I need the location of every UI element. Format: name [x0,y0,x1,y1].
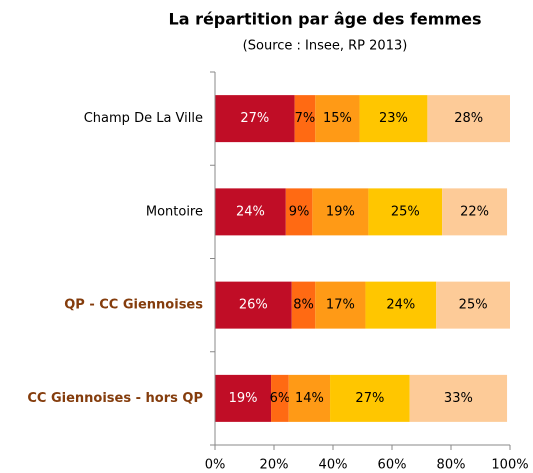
bar-segment [294,95,316,143]
data-label: 27% [355,391,384,406]
data-label: 33% [444,391,473,406]
data-label: 23% [379,111,408,126]
data-label: 14% [295,391,324,406]
bar-segment [215,95,295,143]
bar-segment [315,95,360,143]
chart-title: La répartition par âge des femmes [169,10,482,29]
bar-segment [215,188,286,236]
bar-segment [359,95,428,143]
bar-segment [312,188,369,236]
bar-segment [291,281,316,329]
x-tick-label: 40% [319,458,348,473]
bar-segment [271,374,289,422]
data-label: 19% [229,391,258,406]
data-label: 25% [391,204,420,219]
category-label: Montoire [146,204,203,219]
bar-segment [215,281,292,329]
data-label: 17% [326,298,355,313]
bar-segment [330,374,410,422]
x-tick-label: 80% [437,458,466,473]
data-label: 22% [460,204,489,219]
bar-segment [442,188,508,236]
bar-segment [285,188,313,236]
data-label: 28% [454,111,483,126]
bar-segment [409,374,508,422]
data-label: 26% [239,298,268,313]
bar-segment [288,374,331,422]
bar-segment [368,188,443,236]
bar-segment [427,95,510,143]
data-label: 7% [295,111,316,126]
bar-segment [215,374,272,422]
data-label: 19% [326,204,355,219]
x-tick-label: 20% [260,458,289,473]
bar-segment [436,281,510,329]
data-label: 9% [289,204,310,219]
chart-subtitle: (Source : Insee, RP 2013) [243,39,408,54]
x-tick-label: 0% [205,458,226,473]
data-label: 8% [293,298,314,313]
x-tick-label: 60% [378,458,407,473]
category-label: Champ De La Ville [84,111,203,126]
category-label: QP - CC Giennoises [64,298,203,313]
bar-segment [365,281,437,329]
data-label: 24% [236,204,265,219]
data-label: 27% [240,111,269,126]
data-label: 6% [270,391,291,406]
data-label: 25% [459,298,488,313]
data-label: 24% [386,298,415,313]
bar-segment [315,281,366,329]
x-tick-label: 100% [491,458,528,473]
data-label: 15% [323,111,352,126]
category-label: CC Giennoises - hors QP [27,391,203,406]
